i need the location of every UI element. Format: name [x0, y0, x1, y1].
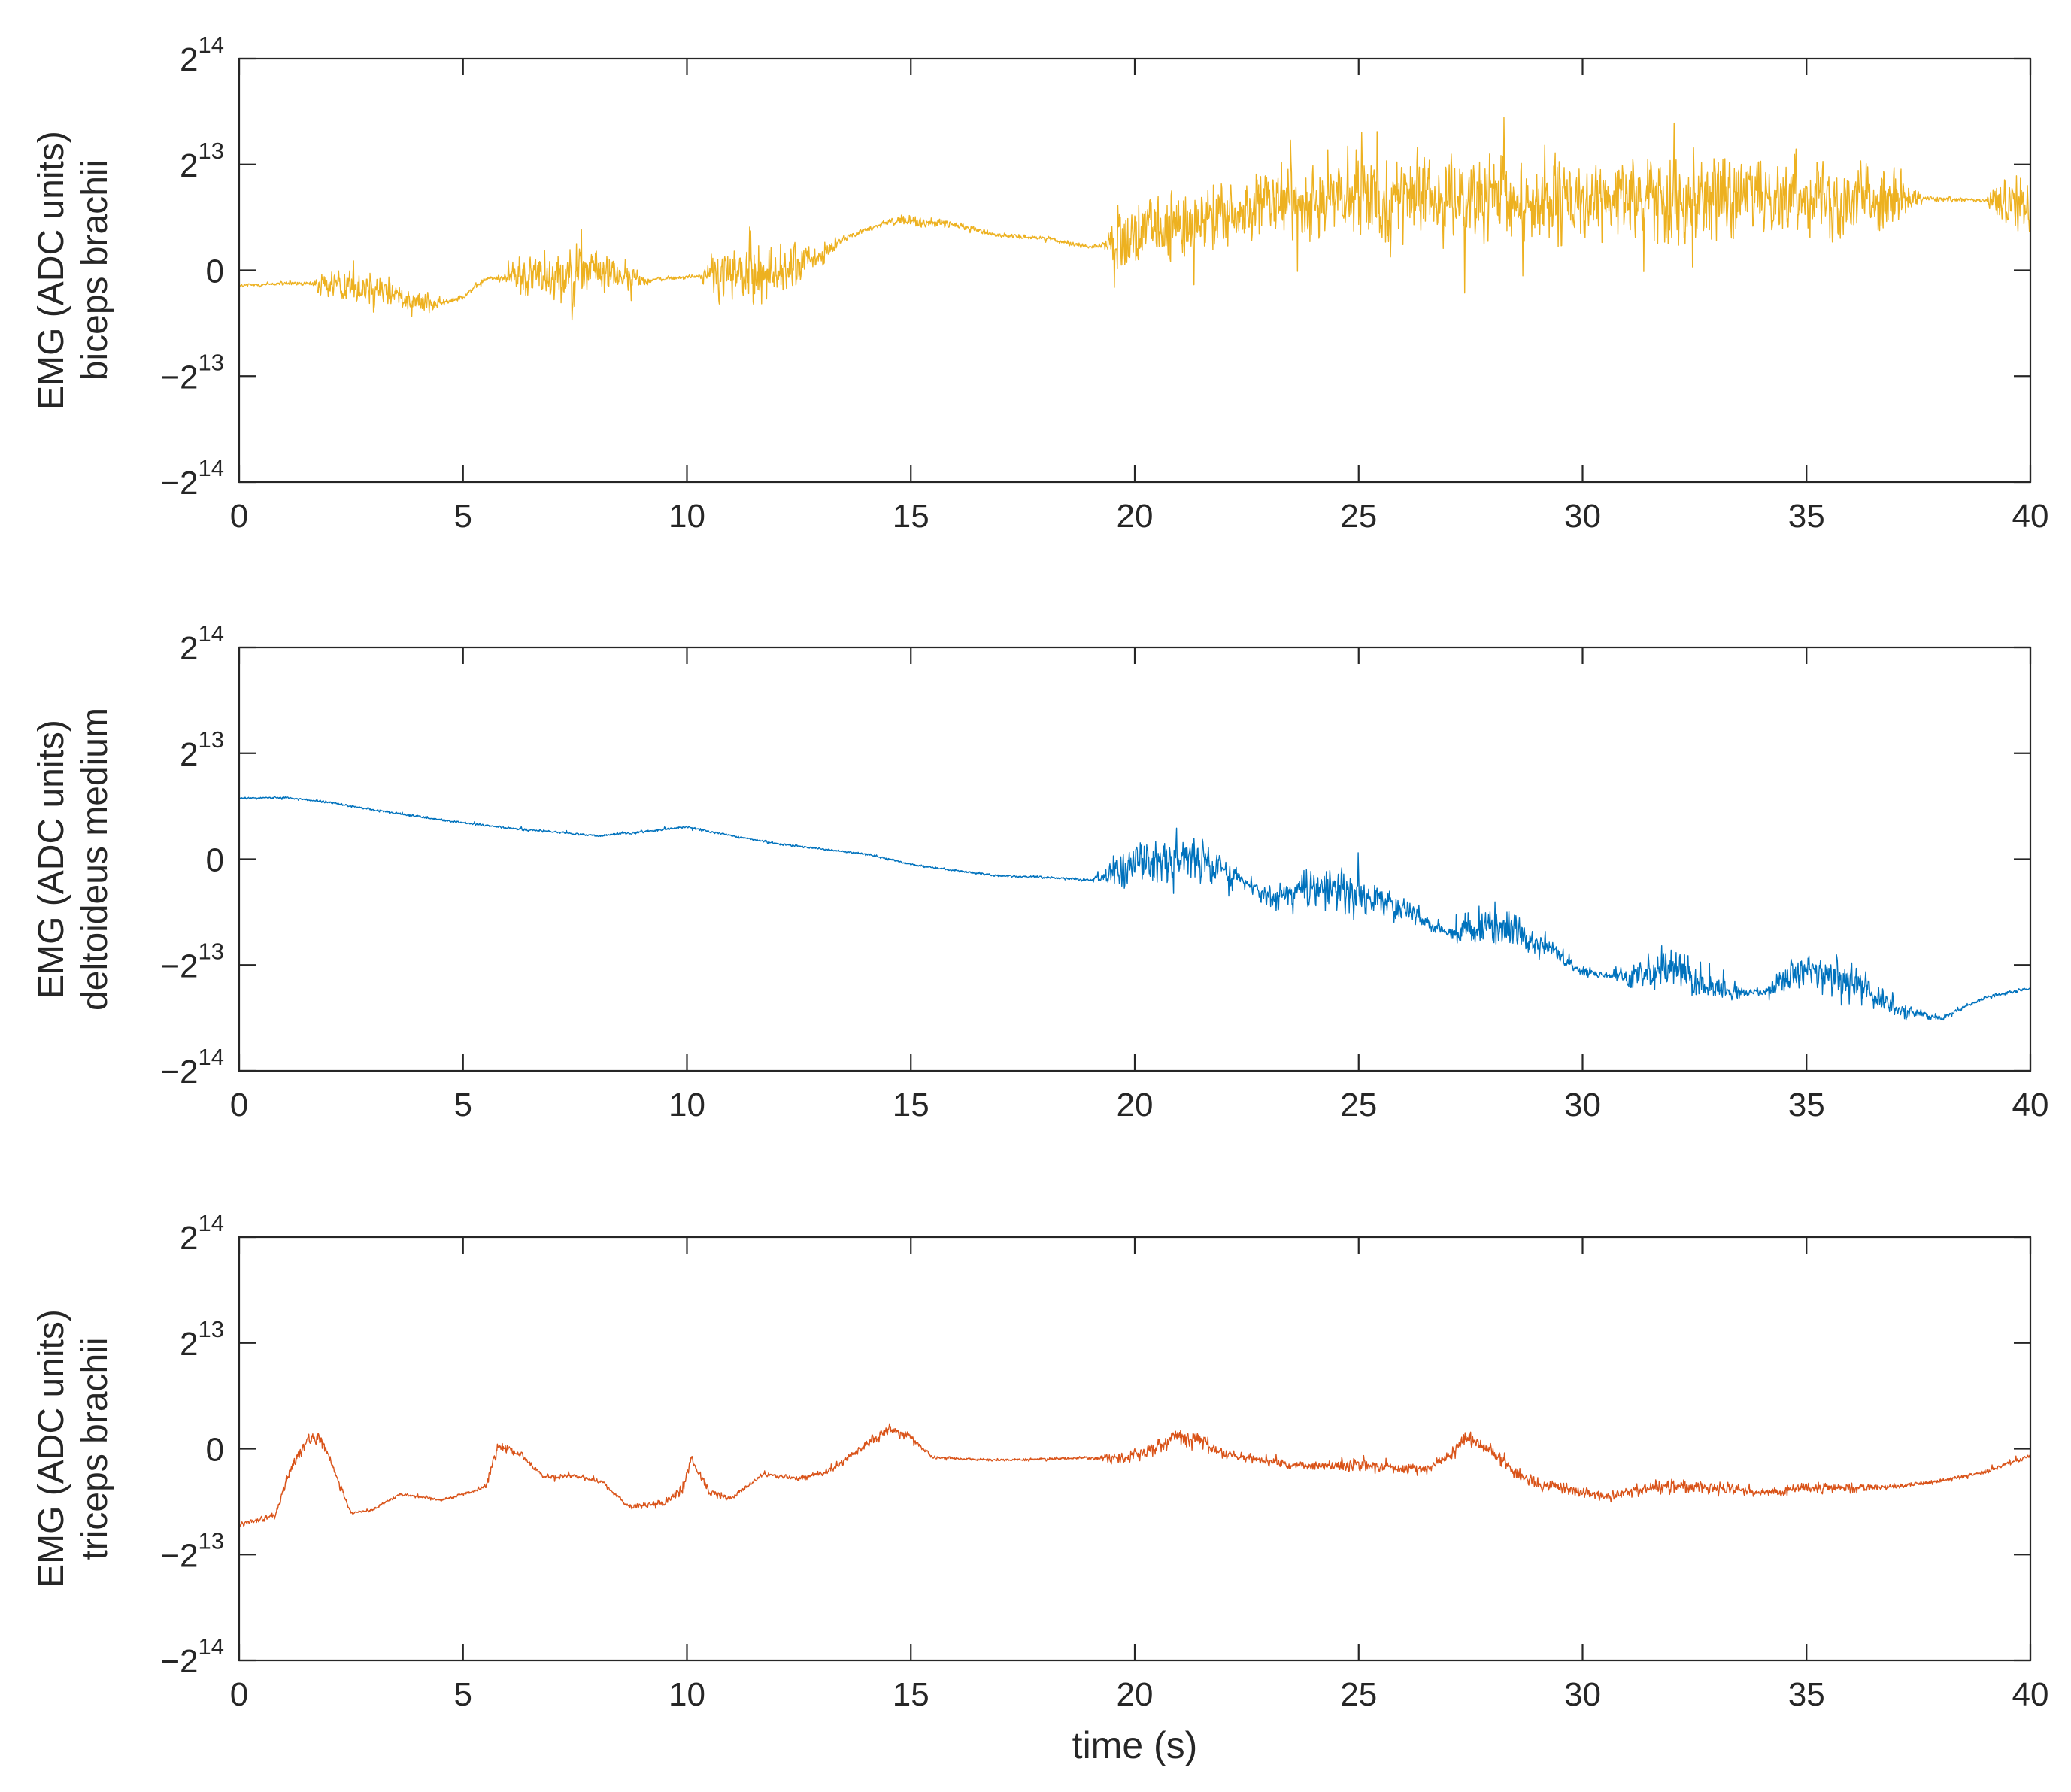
x-tick-label: 30 [1564, 1087, 1601, 1123]
x-tick-label: 20 [1117, 1087, 1154, 1123]
y-tick-label: 213 [180, 726, 224, 773]
y-axis-label-line2: deltoideus medium [75, 708, 115, 1011]
x-tick-label: 10 [669, 1087, 705, 1123]
y-tick-label: −214 [160, 455, 224, 502]
panel-2: 0 5 10 15 20 25 30 35 40 214 213 0 −213 −214 EMG (ADC … [32, 620, 2048, 1123]
x-tick-label: 25 [1340, 498, 1377, 535]
y-axis-label-line1: EMG (ADC units) [32, 131, 71, 410]
x-tick-label: 10 [669, 498, 705, 535]
x-tick-label: 40 [2012, 498, 2049, 535]
y-axis-label: EMG (ADC units) triceps brachii [32, 1309, 115, 1588]
x-tick-label: 20 [1117, 1676, 1154, 1713]
x-tick-label: 30 [1564, 498, 1601, 535]
panel-3: 0 5 10 15 20 25 30 35 40 214 213 0 −213 −214 EMG (ADC … [32, 1210, 2048, 1766]
x-tick-label: 5 [454, 498, 472, 535]
x-tick-label: 5 [454, 1087, 472, 1123]
y-tick-label: 0 [206, 842, 224, 879]
y-tick-label: −213 [160, 349, 224, 396]
y-tick-label: 214 [180, 1210, 224, 1257]
x-tick-label: 35 [1788, 1087, 1825, 1123]
y-axis-label-line1: EMG (ADC units) [32, 1309, 71, 1588]
y-tick-label: −213 [160, 938, 224, 984]
x-tick-label: 15 [893, 1676, 929, 1713]
x-tick-label: 5 [454, 1676, 472, 1713]
x-tick-label: 35 [1788, 1676, 1825, 1713]
x-tick-label: 15 [893, 1087, 929, 1123]
x-tick-label: 0 [230, 1087, 248, 1123]
y-tick-label: 214 [180, 32, 224, 78]
y-tick-label: 0 [206, 1432, 224, 1469]
x-tick-label: 10 [669, 1676, 705, 1713]
y-tick-label: 213 [180, 138, 224, 184]
y-tick-label: −214 [160, 1044, 224, 1090]
x-tick-label: 0 [230, 1676, 248, 1713]
y-tick-label: −214 [160, 1633, 224, 1680]
y-axis-label-line1: EMG (ADC units) [32, 720, 71, 999]
x-tick-label: 25 [1340, 1087, 1377, 1123]
y-axis-label: EMG (ADC units) biceps brachii [32, 131, 115, 410]
y-tick-label: 214 [180, 620, 224, 667]
y-tick-label: 0 [206, 253, 224, 290]
x-tick-label: 25 [1340, 1676, 1377, 1713]
x-tick-label: 35 [1788, 498, 1825, 535]
x-tick-label: 40 [2012, 1676, 2049, 1713]
y-axis-label-line2: biceps brachii [75, 160, 115, 381]
y-tick-label: −213 [160, 1527, 224, 1574]
axes-box [238, 646, 2032, 1072]
y-tick-label: 213 [180, 1316, 224, 1363]
x-tick-label: 30 [1564, 1676, 1601, 1713]
signal-trace [239, 117, 2030, 321]
y-axis-label-line2: triceps brachii [75, 1337, 115, 1560]
x-axis-label: time (s) [1072, 1724, 1198, 1766]
signal-trace [239, 796, 2030, 1021]
signal-trace [239, 1423, 2030, 1527]
y-axis-label: EMG (ADC units) deltoideus medium [32, 708, 115, 1011]
x-tick-label: 15 [893, 498, 929, 535]
x-tick-label: 40 [2012, 1087, 2049, 1123]
x-tick-label: 20 [1117, 498, 1154, 535]
x-tick-label: 0 [230, 498, 248, 535]
panel-1: 0 5 10 15 20 25 30 35 40 214 213 0 −213 −214 EMG (ADC … [32, 32, 2048, 535]
